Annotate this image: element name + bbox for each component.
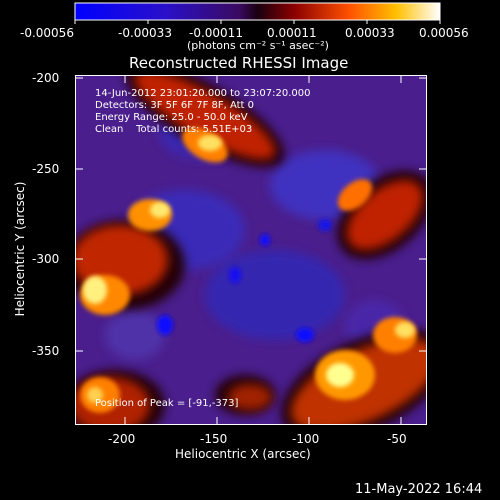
observation-info-line: 14-Jun-2012 23:01:20.000 to 23:07:20.000 — [95, 88, 311, 99]
x-tick-label: -100 — [292, 432, 320, 446]
colorbar-tick-label: 0.00011 — [267, 26, 317, 40]
y-axis-label: Heliocentric Y (arcsec) — [13, 181, 27, 317]
rhessi-image — [75, 75, 427, 425]
colorbar-gradient — [74, 2, 441, 21]
x-tick-label: -150 — [200, 432, 228, 446]
observation-info-line: Detectors: 3F 5F 6F 7F 8F, Att 0 — [95, 100, 255, 111]
colorbar-units: (photons cm⁻² s⁻¹ asec⁻²) — [187, 39, 329, 52]
colorbar-tick-label: -0.00056 — [20, 26, 74, 40]
observation-info-line: Clean Total counts: 5.51E+03 — [95, 124, 253, 135]
y-tick-label: -300 — [32, 252, 60, 266]
peak-position-text: Position of Peak = [-91,-373] — [95, 398, 239, 409]
colorbar-tick-label: 0.00033 — [345, 26, 395, 40]
colorbar — [74, 2, 441, 24]
colorbar-tick-label: -0.00011 — [189, 26, 243, 40]
x-axis-label: Heliocentric X (arcsec) — [175, 447, 311, 461]
y-tick-label: -200 — [32, 71, 60, 85]
plot-title: Reconstructed RHESSI Image — [129, 54, 349, 72]
x-tick-label: -200 — [108, 432, 136, 446]
x-tick-label: -50 — [387, 432, 407, 446]
y-tick-label: -250 — [32, 162, 60, 176]
colorbar-tick-label: 0.00056 — [419, 26, 469, 40]
timestamp: 11-May-2022 16:44 — [355, 482, 483, 497]
observation-info-line: Energy Range: 25.0 - 50.0 keV — [95, 112, 248, 123]
y-tick-label: -350 — [32, 344, 60, 358]
colorbar-tick-label: -0.00033 — [118, 26, 172, 40]
